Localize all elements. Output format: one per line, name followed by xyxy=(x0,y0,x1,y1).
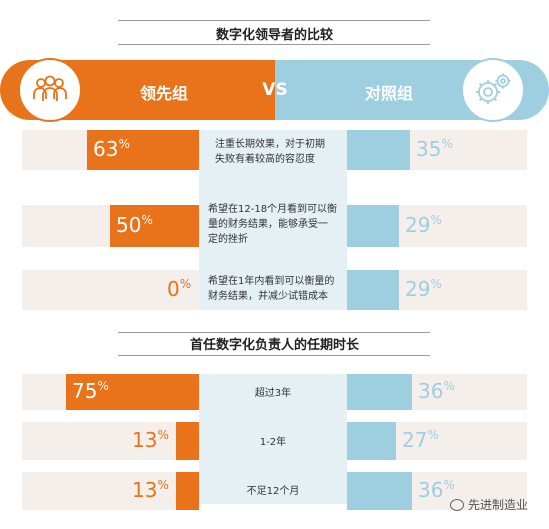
title-rule xyxy=(118,355,430,356)
leading-value-label: 13% xyxy=(132,478,169,502)
control-value-label: 36% xyxy=(418,478,455,502)
vs-label: VS xyxy=(262,80,288,100)
criterion-3-label: 希望在1年内看到可以衡量的 财务结果，并减少试错成本 xyxy=(208,274,334,304)
criterion-2-label: 希望在12-18个月看到可以衡 量的财务结果，能够承受一 定的挫折 xyxy=(208,202,337,247)
tenure-panel xyxy=(199,374,347,504)
chart-2-title: 首任数字化负责人的任期时长 xyxy=(189,338,359,353)
control-group-label: 对照组 xyxy=(365,84,414,103)
control-bar xyxy=(347,205,399,247)
criterion-2-line-1: 希望在12-18个月看到可以衡 xyxy=(208,204,338,215)
title-rule xyxy=(118,332,430,333)
title-rule xyxy=(118,44,430,45)
control-value-label: 27% xyxy=(402,428,439,452)
title-rule xyxy=(118,20,430,21)
criterion-2-line-3: 定的挫折 xyxy=(208,234,248,245)
leading-value-label: 75% xyxy=(72,379,109,403)
leading-value-label: 50% xyxy=(116,213,153,237)
watermark-text: 先进制造业 xyxy=(468,498,529,512)
control-bar xyxy=(347,374,412,410)
criteria-panel xyxy=(199,130,347,310)
control-bar xyxy=(347,472,412,510)
row-bg xyxy=(22,422,199,460)
leading-group-label: 领先组 xyxy=(140,84,189,103)
tenure-category-2: 1-2年 xyxy=(259,437,287,448)
criterion-3-line-2: 财务结果，并减少试错成本 xyxy=(208,291,328,302)
wechat-icon xyxy=(450,498,464,511)
gears-icon xyxy=(461,58,525,122)
control-value-label: 29% xyxy=(405,213,442,237)
criterion-1-line-2: 失败有着较高的容忍度 xyxy=(215,154,315,165)
control-value-label: 29% xyxy=(405,277,442,301)
chart-1-title: 数字化领导者的比较 xyxy=(215,28,333,43)
leading-value-label: 13% xyxy=(132,428,169,452)
criterion-2-line-2: 量的财务结果，能够承受一 xyxy=(208,219,328,230)
control-value-label: 35% xyxy=(416,137,453,161)
leading-bar xyxy=(176,422,199,460)
tenure-category-1: 超过3年 xyxy=(254,388,292,399)
leading-bar xyxy=(87,130,199,170)
leading-bar xyxy=(176,472,199,510)
leading-value-label: 63% xyxy=(93,137,130,161)
criterion-1-label: 注重长期效果，对于初期 失败有着较高的容忍度 xyxy=(215,137,325,167)
leading-bar xyxy=(66,374,199,410)
control-bar xyxy=(347,270,399,310)
people-group-icon xyxy=(18,58,82,122)
control-value-label: 36% xyxy=(418,379,455,403)
control-bar xyxy=(347,422,396,460)
row-bg xyxy=(22,270,199,310)
leading-value-label: 0% xyxy=(167,277,192,301)
tenure-category-3: 不足12个月 xyxy=(246,486,300,497)
row-bg xyxy=(22,472,199,510)
leading-bar xyxy=(110,205,199,247)
control-bar xyxy=(347,130,410,170)
criterion-1-line-1: 注重长期效果，对于初期 xyxy=(215,139,325,150)
criterion-3-line-1: 希望在1年内看到可以衡量的 xyxy=(208,276,335,287)
watermark: 先进制造业 xyxy=(450,496,528,513)
